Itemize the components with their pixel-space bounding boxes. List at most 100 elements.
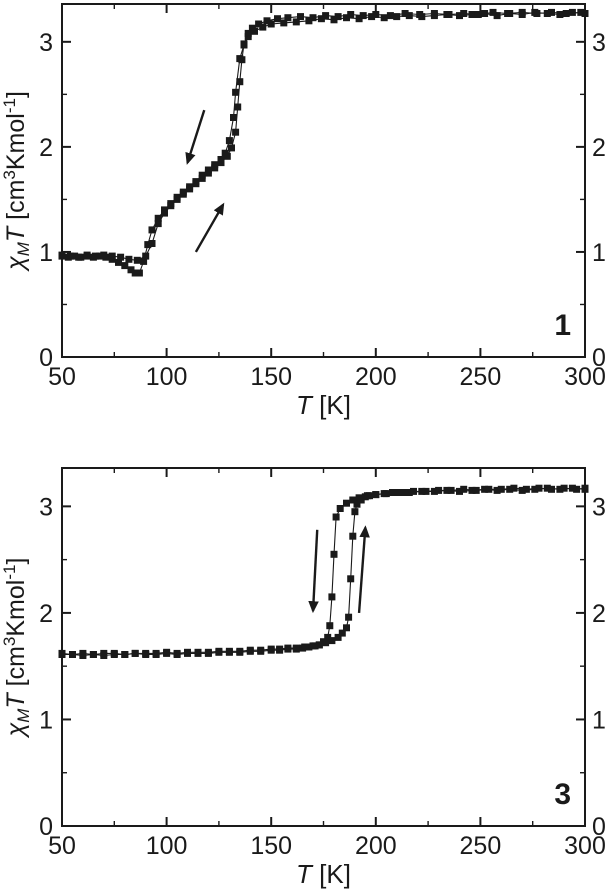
data-point bbox=[460, 10, 468, 17]
heating-direction-arrow bbox=[194, 202, 225, 253]
data-point bbox=[568, 484, 576, 492]
y-tick-label-right: 1 bbox=[592, 239, 605, 267]
data-point bbox=[355, 15, 363, 23]
data-point bbox=[581, 484, 589, 492]
data-point bbox=[405, 12, 413, 20]
x-tick-label: 100 bbox=[146, 832, 188, 860]
data-point bbox=[71, 252, 79, 260]
data-point bbox=[497, 485, 505, 493]
data-point bbox=[336, 505, 344, 512]
y-tick-label-left: 2 bbox=[39, 134, 53, 162]
data-point bbox=[240, 40, 248, 48]
data-point bbox=[100, 649, 108, 657]
data-point bbox=[506, 485, 514, 493]
data-point bbox=[58, 649, 66, 657]
series-heating bbox=[58, 8, 585, 264]
data-point bbox=[510, 484, 518, 492]
data-point bbox=[142, 252, 150, 260]
y-tick-label-right: 0 bbox=[592, 344, 605, 372]
data-point bbox=[131, 649, 139, 657]
heating-direction-arrow bbox=[357, 525, 370, 613]
data-point bbox=[359, 12, 367, 20]
data-point bbox=[125, 255, 133, 263]
data-point bbox=[148, 240, 156, 247]
data-point bbox=[334, 633, 342, 641]
data-point bbox=[386, 12, 394, 20]
data-point bbox=[173, 195, 181, 203]
series-heating bbox=[58, 484, 589, 658]
data-point bbox=[504, 10, 512, 17]
data-point bbox=[292, 644, 300, 652]
data-point bbox=[345, 613, 353, 621]
y-tick-label-left: 1 bbox=[39, 239, 53, 267]
data-point bbox=[332, 513, 340, 521]
data-point bbox=[562, 10, 570, 17]
data-point bbox=[338, 629, 346, 637]
data-point bbox=[456, 12, 463, 20]
data-point bbox=[83, 251, 91, 259]
data-point bbox=[236, 647, 244, 655]
data-point bbox=[244, 29, 252, 37]
data-point bbox=[548, 485, 555, 493]
data-point bbox=[380, 14, 388, 22]
data-point bbox=[353, 500, 361, 508]
data-point bbox=[543, 484, 551, 492]
data-point bbox=[380, 490, 388, 498]
data-point bbox=[361, 493, 369, 501]
x-tick-label: 200 bbox=[355, 363, 397, 391]
plot-frame bbox=[61, 3, 586, 358]
y-tick-label-right: 1 bbox=[592, 706, 605, 734]
data-point bbox=[127, 266, 135, 274]
data-point bbox=[154, 214, 162, 222]
data-point bbox=[372, 11, 380, 18]
y-tick-label-left: 2 bbox=[39, 600, 53, 628]
x-tick-label: 150 bbox=[250, 832, 292, 860]
data-point bbox=[257, 646, 265, 654]
data-point bbox=[238, 56, 246, 64]
data-point bbox=[248, 24, 256, 32]
data-point bbox=[366, 492, 373, 500]
y-axis-label: χMT [cm3Kmol-1] bbox=[0, 558, 33, 739]
data-point bbox=[372, 491, 380, 499]
data-point bbox=[328, 637, 336, 645]
data-point bbox=[108, 252, 116, 260]
data-point bbox=[368, 13, 376, 21]
data-point bbox=[535, 484, 543, 492]
data-point bbox=[577, 8, 585, 16]
data-point bbox=[121, 262, 129, 270]
data-point bbox=[173, 649, 181, 657]
data-point bbox=[435, 486, 443, 494]
data-point bbox=[315, 641, 323, 649]
data-point bbox=[284, 14, 292, 22]
y-tick-label-right: 3 bbox=[592, 493, 605, 521]
data-point bbox=[568, 8, 576, 16]
data-point bbox=[447, 486, 455, 494]
data-point bbox=[236, 78, 244, 86]
data-point bbox=[401, 10, 409, 17]
data-point bbox=[343, 14, 350, 22]
data-point bbox=[560, 484, 568, 492]
data-point bbox=[328, 593, 336, 601]
data-point bbox=[58, 251, 66, 259]
data-point bbox=[75, 253, 83, 261]
data-point bbox=[422, 487, 430, 495]
series-line bbox=[61, 11, 581, 261]
data-point bbox=[246, 646, 254, 654]
data-point bbox=[493, 12, 501, 20]
compound-label: 1 bbox=[554, 309, 571, 342]
data-point bbox=[460, 485, 468, 493]
data-point bbox=[556, 485, 564, 493]
x-tick-label: 150 bbox=[250, 363, 292, 391]
data-point bbox=[135, 269, 143, 277]
data-point bbox=[198, 174, 206, 182]
data-point bbox=[234, 103, 242, 111]
data-point bbox=[456, 487, 463, 495]
data-point bbox=[225, 137, 233, 145]
data-point bbox=[309, 14, 317, 22]
data-point bbox=[324, 633, 332, 641]
data-point bbox=[211, 164, 219, 172]
compound-label: 3 bbox=[554, 778, 571, 811]
data-point bbox=[167, 202, 175, 210]
data-point bbox=[232, 128, 240, 136]
